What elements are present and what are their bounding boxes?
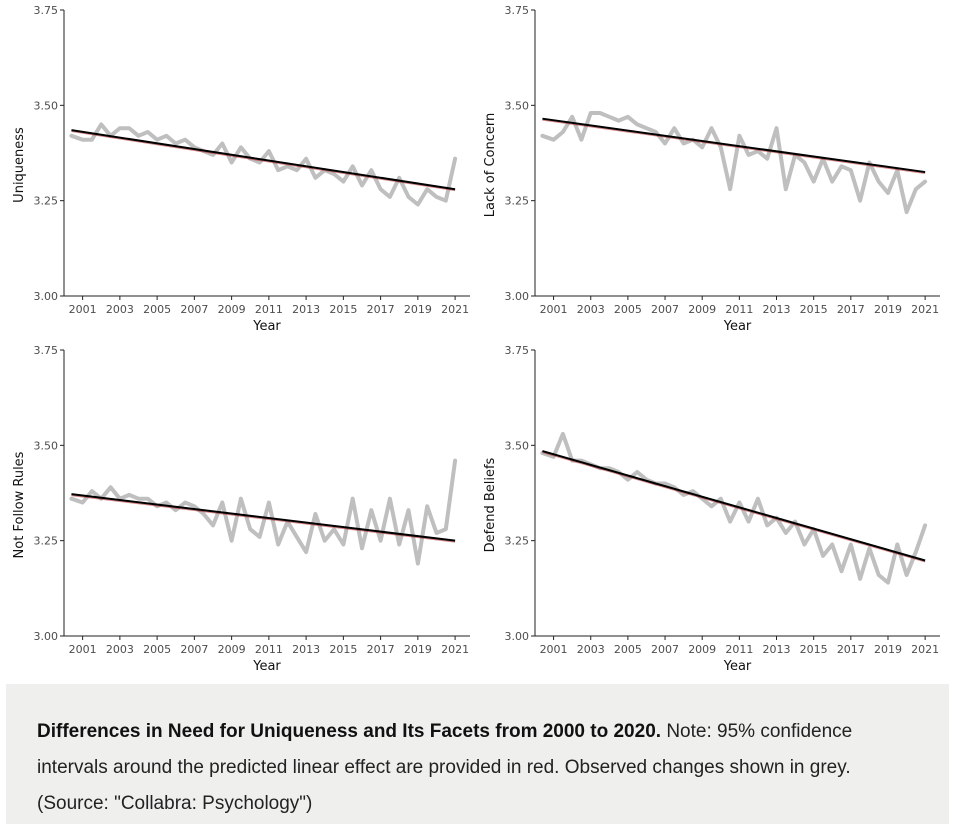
x-tick-label: 2005 <box>143 643 171 656</box>
y-axis-title: Lack of Concern <box>483 113 498 217</box>
observed-series-line <box>540 111 928 215</box>
y-tick-label: 3.00 <box>34 290 59 303</box>
figure-caption: Differences in Need for Uniqueness and I… <box>6 684 949 824</box>
x-tick-label: 2015 <box>800 303 828 316</box>
x-tick-label: 2021 <box>911 643 939 656</box>
x-tick-label: 2009 <box>218 303 246 316</box>
panel-1: 3.00 3.25 3.50 3.75 2001 2003 2005 2007 2009 2011… <box>12 4 470 334</box>
linear-fit-line <box>71 493 456 542</box>
plot-area <box>64 350 470 636</box>
x-tick-label: 2015 <box>800 643 828 656</box>
x-tick-label: 2011 <box>725 643 753 656</box>
x-tick-label: 2017 <box>837 303 865 316</box>
y-tick-label: 3.25 <box>34 195 59 208</box>
x-axis-title: Year <box>723 659 752 674</box>
y-tick-label: 3.75 <box>505 344 530 357</box>
x-tick-label: 2005 <box>614 303 642 316</box>
y-tick-label: 3.25 <box>505 535 530 548</box>
caption-note: Note: 95% confidence intervals around th… <box>37 721 853 814</box>
y-axis-title: Not Follow Rules <box>12 451 27 558</box>
x-tick-label: 2011 <box>255 643 283 656</box>
y-tick-label: 3.00 <box>505 630 530 643</box>
y-axis-title: Uniqueness <box>12 127 27 203</box>
x-tick-label: 2007 <box>180 303 208 316</box>
y-tick-label: 3.00 <box>505 290 530 303</box>
x-tick-label: 2013 <box>763 303 791 316</box>
x-tick-label: 2021 <box>441 303 469 316</box>
linear-fit-line <box>71 129 456 191</box>
x-tick-label: 2001 <box>540 303 568 316</box>
x-tick-label: 2009 <box>218 643 246 656</box>
x-tick-label: 2017 <box>367 303 395 316</box>
x-axis-title: Year <box>252 659 281 674</box>
confidence-interval-band <box>71 494 456 543</box>
linear-fit-line <box>542 450 926 562</box>
x-tick-label: 2009 <box>688 303 716 316</box>
x-tick-label: 2019 <box>874 303 902 316</box>
x-tick-label: 2003 <box>577 643 605 656</box>
plot-area <box>535 350 940 636</box>
x-tick-label: 2017 <box>837 643 865 656</box>
x-tick-label: 2019 <box>404 643 432 656</box>
x-tick-label: 2013 <box>763 643 791 656</box>
caption-title: Differences in Need for Uniqueness and I… <box>37 721 662 742</box>
observed-series-line <box>540 431 928 585</box>
x-tick-label: 2003 <box>577 303 605 316</box>
x-axis-title: Year <box>723 319 752 334</box>
chart-grid: 3.00 3.25 3.50 3.75 2001 2003 2005 2007 2009 2011… <box>12 4 940 674</box>
x-tick-label: 2001 <box>69 643 97 656</box>
y-tick-label: 3.50 <box>34 439 59 452</box>
x-tick-label: 2019 <box>404 303 432 316</box>
x-tick-label: 2013 <box>292 303 320 316</box>
x-tick-label: 2007 <box>180 643 208 656</box>
y-tick-label: 3.75 <box>34 4 59 17</box>
x-tick-label: 2013 <box>292 643 320 656</box>
confidence-interval-band <box>542 119 926 175</box>
y-tick-label: 3.75 <box>34 344 59 357</box>
x-tick-label: 2003 <box>106 643 134 656</box>
panel-4: 3.00 3.25 3.50 3.75 2001 2003 2005 2007 2009 2011… <box>483 344 940 674</box>
figure: 3.00 3.25 3.50 3.75 2001 2003 2005 2007 2009 2011… <box>12 4 940 674</box>
confidence-interval-band <box>71 130 456 192</box>
x-tick-label: 2007 <box>651 643 679 656</box>
x-axis-title: Year <box>252 319 281 334</box>
y-tick-label: 3.50 <box>34 99 59 112</box>
x-tick-label: 2011 <box>725 303 753 316</box>
x-tick-label: 2005 <box>143 303 171 316</box>
x-tick-label: 2001 <box>540 643 568 656</box>
observed-series-line <box>69 122 458 207</box>
x-tick-label: 2007 <box>651 303 679 316</box>
x-tick-label: 2009 <box>688 643 716 656</box>
x-tick-label: 2021 <box>911 303 939 316</box>
confidence-interval-band <box>542 451 926 563</box>
y-tick-label: 3.25 <box>505 195 530 208</box>
y-tick-label: 3.75 <box>505 4 530 17</box>
x-tick-label: 2021 <box>441 643 469 656</box>
x-tick-label: 2015 <box>329 303 357 316</box>
panel-3: 3.00 3.25 3.50 3.75 2001 2003 2005 2007 2009 2011… <box>12 344 470 674</box>
x-tick-label: 2011 <box>255 303 283 316</box>
x-tick-label: 2017 <box>367 643 395 656</box>
x-tick-label: 2001 <box>69 303 97 316</box>
x-tick-label: 2003 <box>106 303 134 316</box>
panel-2: 3.00 3.25 3.50 3.75 2001 2003 2005 2007 2009 2011… <box>483 4 940 334</box>
y-tick-label: 3.00 <box>34 630 59 643</box>
y-tick-label: 3.25 <box>34 535 59 548</box>
x-tick-label: 2019 <box>874 643 902 656</box>
y-tick-label: 3.50 <box>505 439 530 452</box>
linear-fit-line <box>542 117 926 174</box>
observed-series-line <box>69 458 458 566</box>
y-axis-title: Defend Beliefs <box>483 457 498 552</box>
x-tick-label: 2015 <box>329 643 357 656</box>
y-tick-label: 3.50 <box>505 99 530 112</box>
x-tick-label: 2005 <box>614 643 642 656</box>
